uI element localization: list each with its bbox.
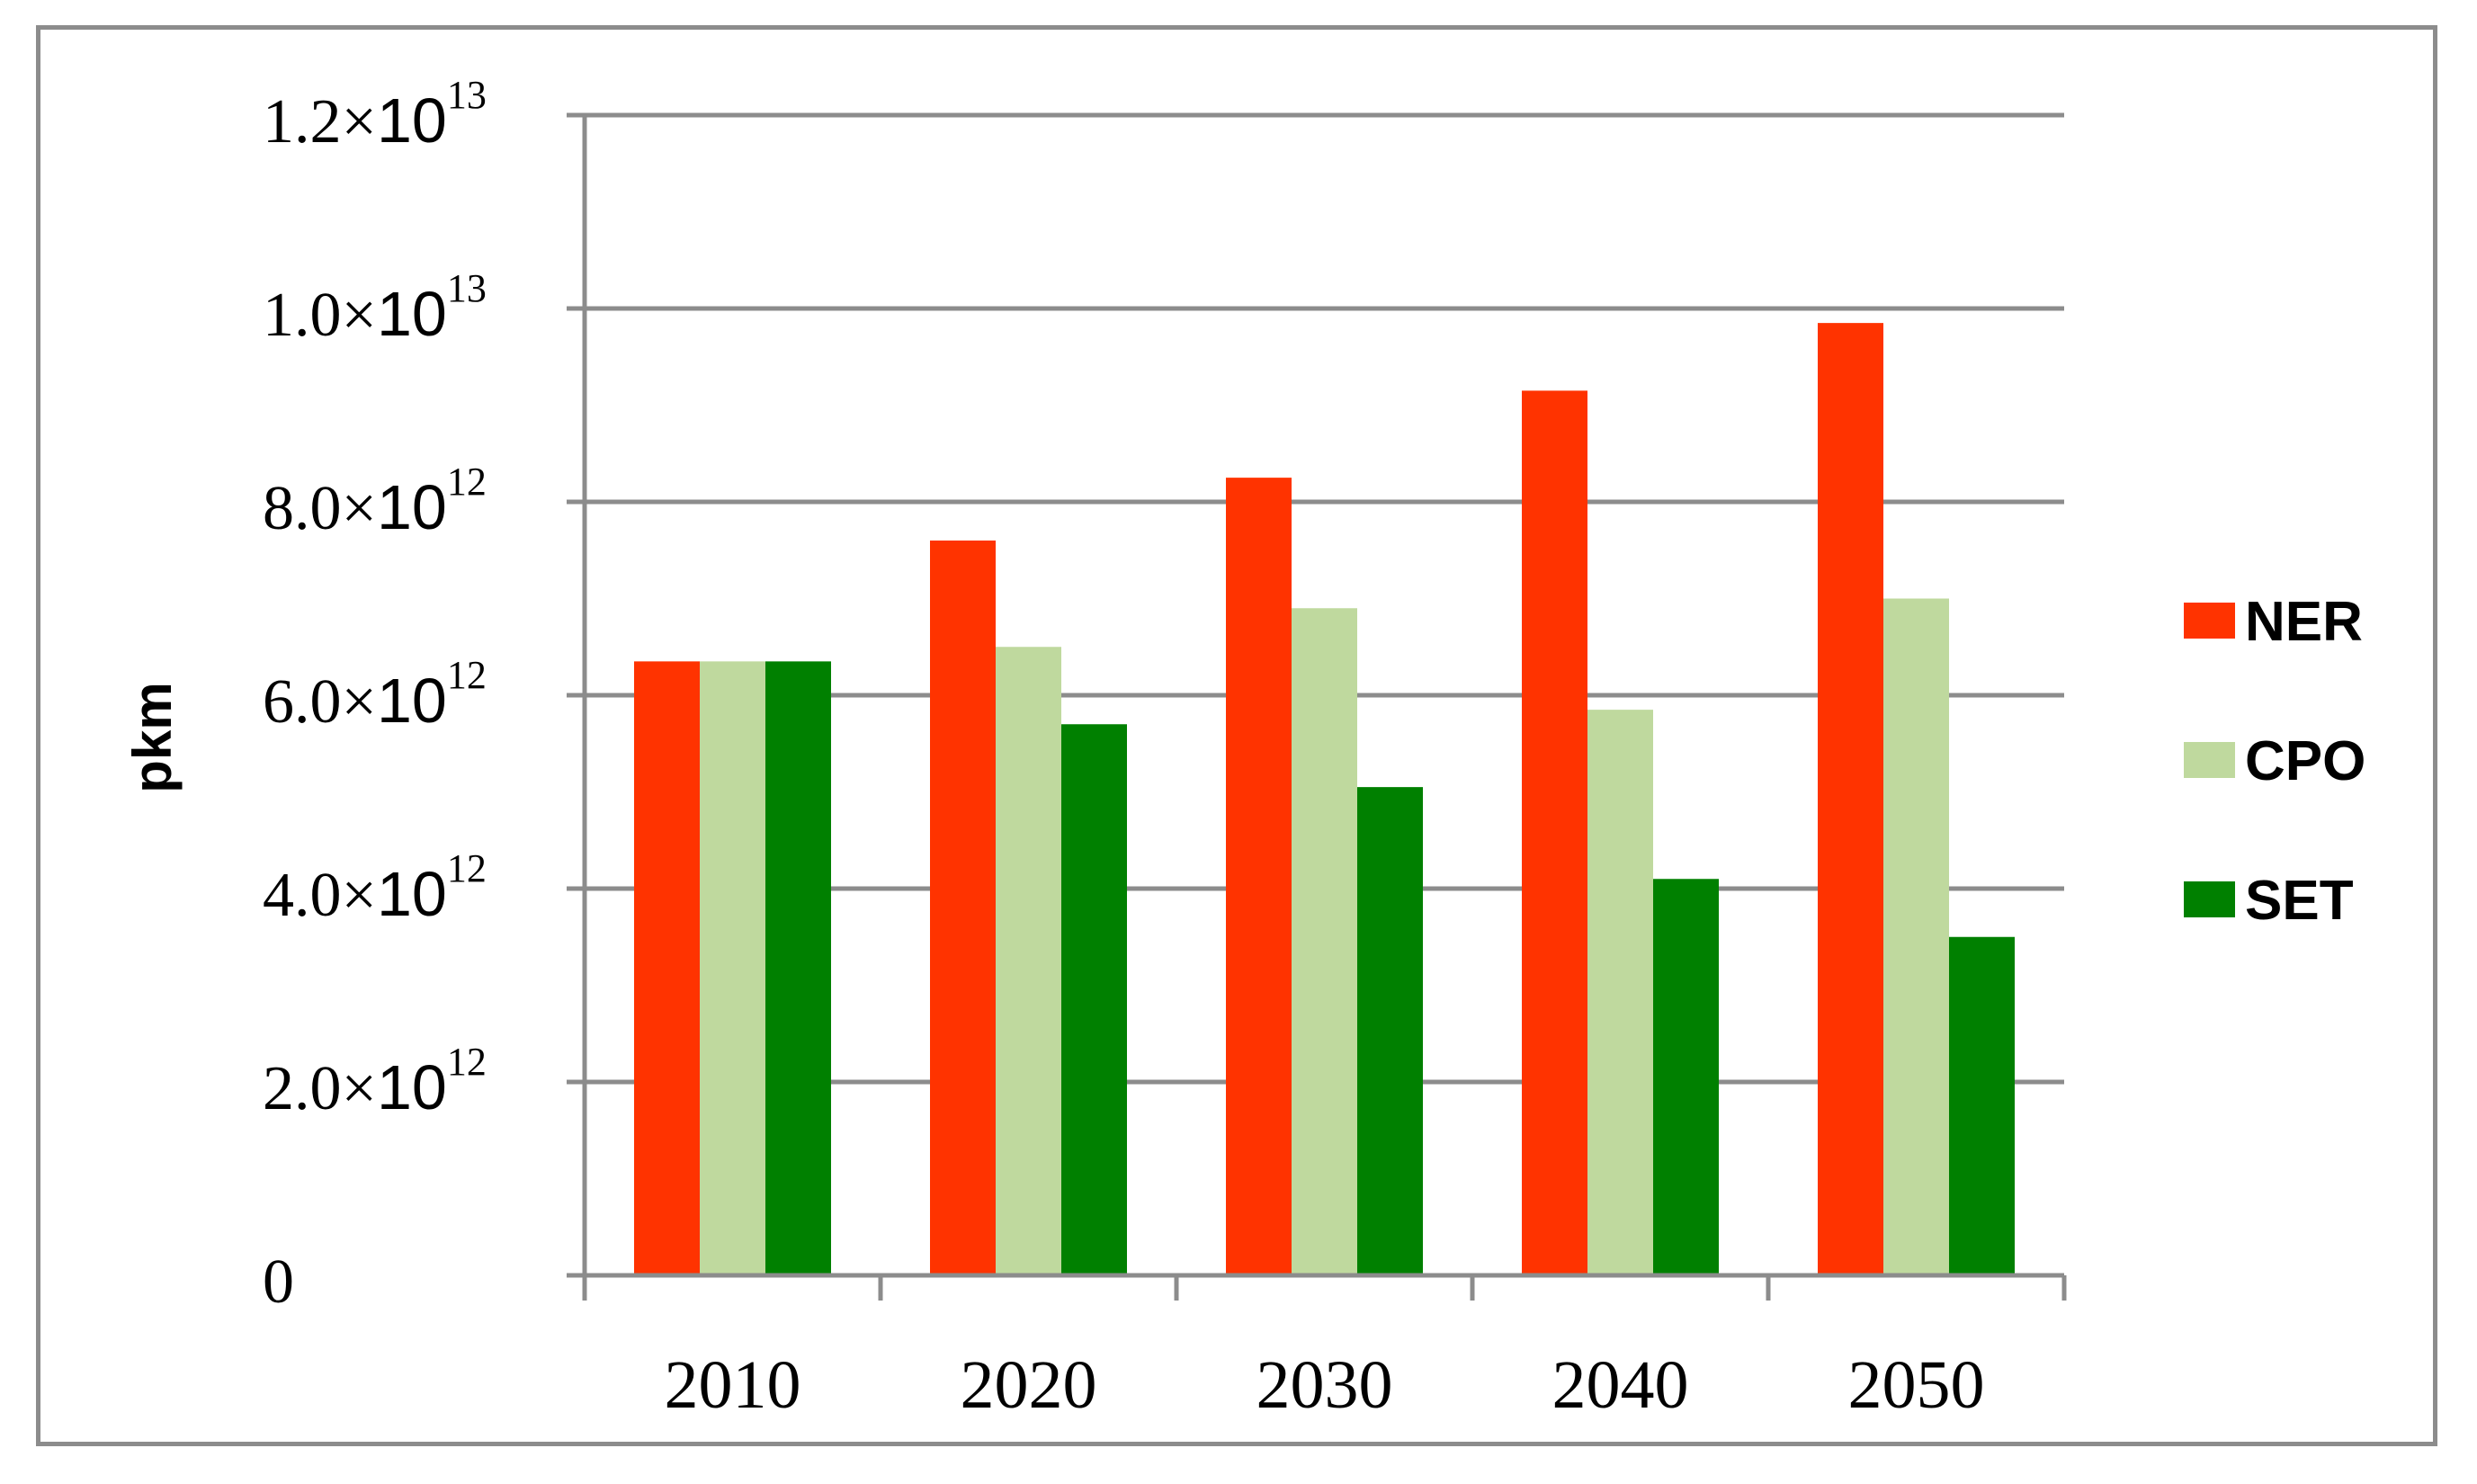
axes bbox=[567, 115, 2067, 1301]
y-tick-label: 2.0×1012 bbox=[263, 1040, 487, 1123]
y-tick-mantissa: 2.0 bbox=[263, 1054, 342, 1123]
y-tick-base: 10 bbox=[377, 279, 447, 349]
bar-ner-2050 bbox=[1818, 323, 1883, 1275]
y-tick-label: 4.0×1012 bbox=[263, 846, 487, 930]
y-tick-base: 10 bbox=[377, 666, 447, 736]
legend-label-set: SET bbox=[2245, 870, 2354, 932]
x-tick-label: 2010 bbox=[665, 1347, 801, 1423]
bar-set-2010 bbox=[765, 661, 831, 1275]
y-axis-label: pkm bbox=[122, 682, 183, 792]
y-tick-base: 10 bbox=[377, 472, 447, 542]
x-tick-label: 2050 bbox=[1848, 1347, 1985, 1423]
y-tick-times: × bbox=[342, 474, 377, 543]
legend-label-cpo: CPO bbox=[2245, 730, 2365, 792]
y-tick-base: 10 bbox=[377, 1052, 447, 1122]
legend-swatch-set bbox=[2184, 881, 2235, 917]
x-tick-label: 2020 bbox=[961, 1347, 1097, 1423]
bar-cpo-2040 bbox=[1587, 710, 1653, 1275]
y-tick-exponent: 12 bbox=[447, 460, 487, 504]
x-tick-label: 2030 bbox=[1256, 1347, 1393, 1423]
y-tick-label: 0 bbox=[263, 1247, 294, 1317]
y-tick-mantissa: 1.2 bbox=[263, 87, 342, 156]
y-tick-times: × bbox=[342, 1054, 377, 1123]
y-tick-times: × bbox=[342, 281, 377, 350]
bar-ner-2020 bbox=[930, 541, 996, 1275]
y-tick-label: 8.0×1012 bbox=[263, 460, 487, 543]
y-tick-exponent: 12 bbox=[447, 1040, 487, 1084]
bar-ner-2040 bbox=[1522, 390, 1587, 1275]
y-tick-times: × bbox=[342, 861, 377, 930]
legend-swatch-cpo bbox=[2184, 742, 2235, 778]
y-tick-base: 10 bbox=[377, 85, 447, 156]
bar-set-2030 bbox=[1357, 787, 1423, 1275]
y-tick-exponent: 13 bbox=[447, 266, 487, 310]
bar-cpo-2030 bbox=[1292, 608, 1357, 1275]
y-tick-mantissa: 0 bbox=[263, 1247, 294, 1317]
bar-ner-2030 bbox=[1226, 478, 1292, 1275]
y-tick-mantissa: 8.0 bbox=[263, 474, 342, 543]
y-tick-times: × bbox=[342, 667, 377, 737]
legend-swatch-ner bbox=[2184, 603, 2235, 639]
legend: NER CPO SET bbox=[2184, 591, 2365, 932]
y-tick-times: × bbox=[342, 87, 377, 156]
bar-cpo-2050 bbox=[1883, 598, 1949, 1275]
y-tick-label: 1.0×1013 bbox=[263, 266, 487, 350]
bar-cpo-2020 bbox=[996, 647, 1061, 1275]
y-tick-exponent: 12 bbox=[447, 846, 487, 890]
x-tick-labels: 2010 2020 2030 2040 2050 bbox=[665, 1347, 1985, 1423]
legend-label-ner: NER bbox=[2245, 591, 2363, 653]
bar-cpo-2010 bbox=[700, 661, 765, 1275]
bar-set-2050 bbox=[1949, 936, 2015, 1275]
y-tick-mantissa: 1.0 bbox=[263, 281, 342, 350]
y-tick-exponent: 12 bbox=[447, 653, 487, 697]
bars bbox=[634, 323, 2015, 1275]
bar-set-2020 bbox=[1061, 724, 1127, 1275]
y-tick-label: 1.2×1013 bbox=[263, 73, 487, 156]
y-tick-labels: 02.0×10124.0×10126.0×10128.0×10121.0×101… bbox=[263, 73, 487, 1317]
x-tick-label: 2040 bbox=[1552, 1347, 1689, 1423]
y-tick-exponent: 13 bbox=[447, 73, 487, 117]
y-tick-mantissa: 4.0 bbox=[263, 861, 342, 930]
bar-set-2040 bbox=[1653, 879, 1719, 1275]
y-tick-base: 10 bbox=[377, 859, 447, 929]
y-tick-label: 6.0×1012 bbox=[263, 653, 487, 737]
bar-ner-2010 bbox=[634, 661, 700, 1275]
y-tick-mantissa: 6.0 bbox=[263, 667, 342, 737]
